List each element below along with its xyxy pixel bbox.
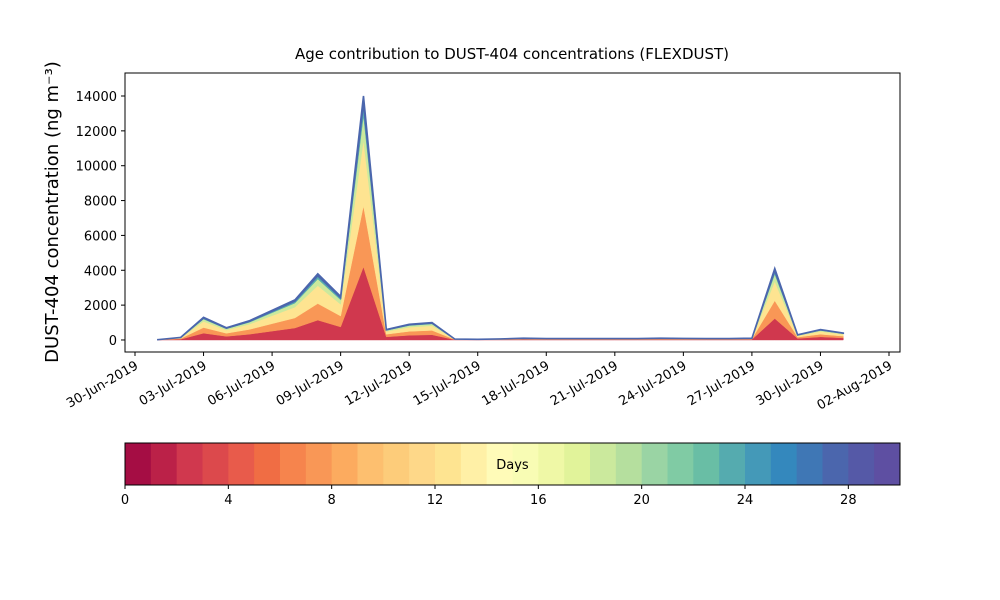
colorbar-swatch: [331, 443, 358, 485]
colorbar-tick-label: 24: [737, 493, 754, 508]
colorbar-swatch: [254, 443, 281, 485]
y-tick-label: 12000: [76, 125, 117, 140]
area: [157, 103, 844, 340]
colorbar-swatch: [693, 443, 720, 485]
x-tick-label: 18-Jul-2019: [479, 358, 552, 409]
y-tick-label: 0: [109, 334, 117, 349]
colorbar-swatch: [667, 443, 694, 485]
x-tick-label: 30-Jun-2019: [64, 358, 141, 411]
colorbar-swatch: [874, 443, 901, 485]
colorbar-swatch: [409, 443, 436, 485]
colorbar-swatch: [538, 443, 565, 485]
y-tick-label: 14000: [76, 90, 117, 105]
area: [157, 115, 844, 340]
colorbar-swatch: [305, 443, 333, 485]
x-tick-label: 21-Jul-2019: [548, 358, 621, 409]
colorbar-swatch: [357, 443, 384, 485]
y-tick-label: 10000: [76, 160, 117, 175]
colorbar-swatch: [770, 443, 798, 485]
area: [157, 95, 845, 341]
colorbar-swatch: [719, 443, 746, 485]
colorbar-swatch: [590, 443, 617, 485]
y-tick-label: 6000: [84, 229, 117, 244]
colorbar-swatch: [848, 443, 875, 485]
colorbar-tick-label: 20: [633, 493, 650, 508]
y-tick-label: 4000: [84, 264, 117, 279]
colorbar-tick-label: 4: [224, 493, 232, 508]
colorbar-swatch: [745, 443, 772, 485]
x-tick-label: 24-Jul-2019: [617, 358, 690, 409]
colorbar-frame: [124, 442, 901, 486]
colorbar-label: Days: [496, 458, 529, 473]
x-tick-label: 09-Jul-2019: [274, 358, 347, 409]
colorbar-swatch: [460, 443, 488, 485]
x-tick-label: 15-Jul-2019: [411, 358, 484, 409]
colorbar-swatch: [383, 443, 410, 485]
x-tick-label: 03-Jul-2019: [137, 358, 210, 409]
colorbar-swatch: [280, 443, 307, 485]
colorbar-swatch: [150, 443, 178, 485]
colorbar-swatch: [564, 443, 591, 485]
colorbar-swatch: [486, 443, 513, 485]
y-axis-label: DUST-404 concentration (ng m⁻³): [42, 61, 63, 363]
x-tick-label: 02-Aug-2019: [815, 358, 895, 413]
x-tick-label: 12-Jul-2019: [342, 358, 415, 409]
chart-title: Age contribution to DUST-404 concentrati…: [295, 45, 729, 63]
colorbar-tick-label: 16: [530, 493, 547, 508]
y-tick-label: 2000: [84, 299, 117, 314]
x-tick-label: 06-Jul-2019: [205, 358, 278, 409]
plot-frame: [124, 72, 901, 353]
colorbar-tick-label: 12: [427, 493, 444, 508]
colorbar-swatch: [125, 443, 152, 485]
colorbar-swatch: [228, 443, 255, 485]
area: [157, 139, 844, 341]
colorbar-swatch: [435, 443, 462, 485]
colorbar-swatch: [796, 443, 823, 485]
colorbar-swatch: [512, 443, 539, 485]
colorbar-swatch: [615, 443, 643, 485]
colorbar-tick-label: 8: [328, 493, 336, 508]
colorbar-tick-label: 28: [840, 493, 857, 508]
colorbar-swatch: [641, 443, 668, 485]
colorbar-tick-label: 0: [121, 493, 129, 508]
colorbar-swatch: [176, 443, 203, 485]
colorbar-swatch: [202, 443, 229, 485]
x-tick-label: 27-Jul-2019: [685, 358, 758, 409]
y-tick-label: 8000: [84, 195, 117, 210]
colorbar-swatch: [822, 443, 849, 485]
